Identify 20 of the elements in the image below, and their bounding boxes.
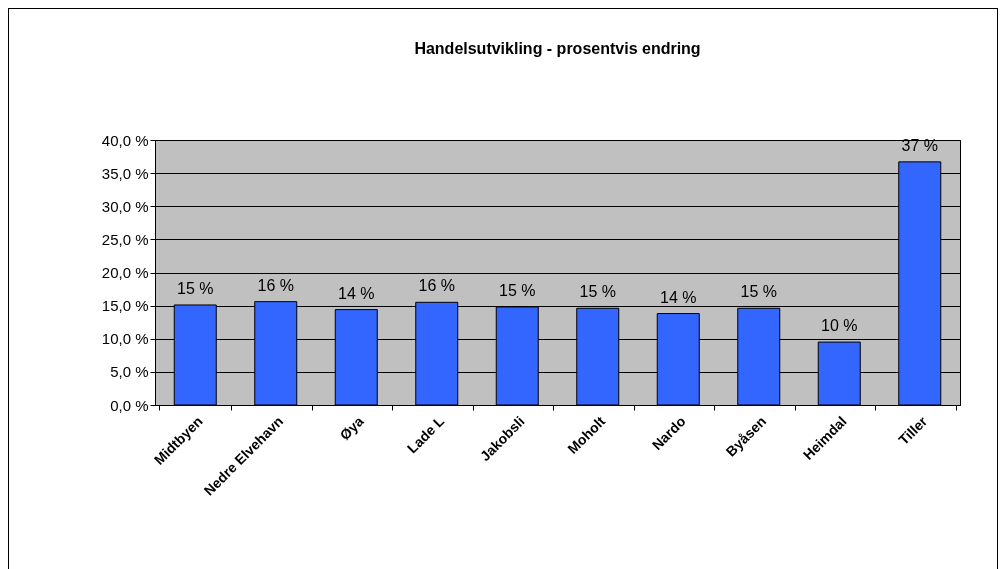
y-tick-label: 20,0 % [101,264,149,281]
x-tick-label: Øya [336,412,367,444]
y-tick-label: 30,0 % [101,197,149,215]
data-label: 16 % [418,277,455,295]
y-tick-label: 35,0 % [101,164,149,182]
y-tick-label: 40,0 % [101,131,149,149]
data-label: 10 % [821,317,858,335]
y-tick-label: 15,0 % [101,297,149,315]
y-tick-label: 5,0 % [110,363,149,381]
data-label: 15 % [579,283,616,301]
data-label: 15 % [499,281,536,299]
data-label: 15 % [740,283,777,301]
data-label: 15 % [177,279,214,297]
data-label: 14 % [660,288,697,306]
y-tick-label: 25,0 % [101,230,149,248]
data-label: 16 % [257,276,294,294]
chart-title: Handelsutvikling - prosentvis endring [414,40,701,57]
y-tick-label: 10,0 % [101,330,149,348]
y-tick-label: 0,0 % [110,396,149,414]
data-label: 14 % [338,284,375,302]
